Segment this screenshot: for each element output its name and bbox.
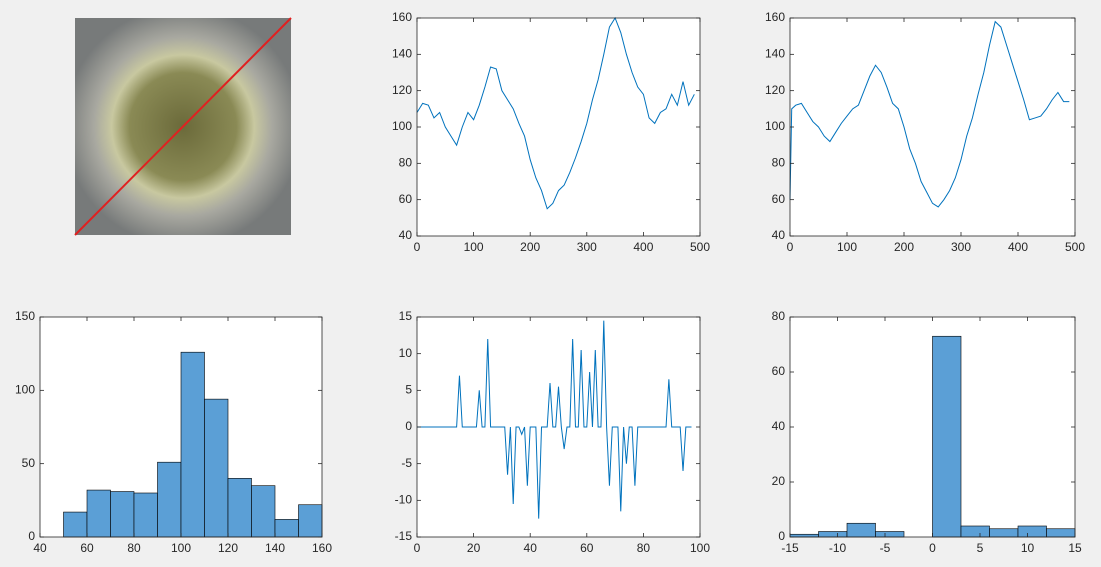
x-tick-label: 5 xyxy=(977,541,984,555)
bar xyxy=(299,505,323,537)
bar xyxy=(228,478,252,537)
figure: 0100200300400500406080100120140160010020… xyxy=(0,0,1101,567)
x-tick-label: 400 xyxy=(1008,240,1028,254)
x-tick-label: 60 xyxy=(80,541,94,555)
bar xyxy=(990,529,1019,537)
x-tick-label: 200 xyxy=(520,240,540,254)
y-tick-label: 150 xyxy=(15,309,35,323)
bar xyxy=(205,399,229,537)
y-tick-label: 0 xyxy=(405,419,412,433)
x-tick-label: 40 xyxy=(33,541,47,555)
y-tick-label: 120 xyxy=(392,83,412,97)
y-tick-label: 120 xyxy=(765,83,785,97)
x-tick-label: 200 xyxy=(894,240,914,254)
axes-background xyxy=(417,18,700,236)
y-tick-label: 100 xyxy=(392,119,412,133)
x-tick-label: 0 xyxy=(414,240,421,254)
bar xyxy=(111,492,135,537)
y-tick-label: 0 xyxy=(778,529,785,543)
y-tick-label: 15 xyxy=(399,309,413,323)
bar xyxy=(64,512,88,537)
x-tick-label: 0 xyxy=(787,240,794,254)
y-tick-label: 80 xyxy=(772,309,786,323)
bar xyxy=(275,519,299,537)
x-tick-label: -5 xyxy=(880,541,891,555)
y-tick-label: 0 xyxy=(28,529,35,543)
y-tick-label: 80 xyxy=(399,156,413,170)
bar xyxy=(876,532,905,538)
x-tick-label: 140 xyxy=(265,541,285,555)
y-tick-label: 80 xyxy=(772,156,786,170)
x-tick-label: 20 xyxy=(467,541,481,555)
x-tick-label: 100 xyxy=(837,240,857,254)
y-tick-label: 40 xyxy=(772,419,786,433)
bar xyxy=(1047,529,1076,537)
y-tick-label: -10 xyxy=(395,493,413,507)
y-tick-label: 160 xyxy=(392,10,412,24)
image-panel xyxy=(75,18,291,235)
bar xyxy=(961,526,990,537)
x-tick-label: 500 xyxy=(1065,240,1085,254)
x-tick-label: 60 xyxy=(580,541,594,555)
bar xyxy=(87,490,111,537)
x-tick-label: 100 xyxy=(171,541,191,555)
x-tick-label: 10 xyxy=(1021,541,1035,555)
x-tick-label: -10 xyxy=(829,541,847,555)
y-tick-label: 160 xyxy=(765,10,785,24)
x-tick-label: 0 xyxy=(929,541,936,555)
y-tick-label: 60 xyxy=(399,192,413,206)
bar xyxy=(252,486,276,537)
bar xyxy=(933,336,962,537)
bar xyxy=(158,462,182,537)
y-tick-label: 60 xyxy=(772,192,786,206)
y-tick-label: 40 xyxy=(399,228,413,242)
y-tick-label: 10 xyxy=(399,346,413,360)
x-tick-label: 0 xyxy=(414,541,421,555)
x-tick-label: 100 xyxy=(464,240,484,254)
bar xyxy=(181,352,205,537)
x-tick-label: 40 xyxy=(524,541,538,555)
bar xyxy=(134,493,158,537)
y-tick-label: -5 xyxy=(401,456,412,470)
bar xyxy=(819,532,848,538)
x-tick-label: 500 xyxy=(690,240,710,254)
x-tick-label: 15 xyxy=(1068,541,1082,555)
x-tick-label: 120 xyxy=(218,541,238,555)
x-tick-label: 100 xyxy=(690,541,710,555)
y-tick-label: 50 xyxy=(22,456,36,470)
y-tick-label: 100 xyxy=(765,119,785,133)
bar xyxy=(790,534,819,537)
y-tick-label: 40 xyxy=(772,228,786,242)
x-tick-label: 80 xyxy=(637,541,651,555)
y-tick-label: 140 xyxy=(765,47,785,61)
y-tick-label: 100 xyxy=(15,383,35,397)
y-tick-label: 60 xyxy=(772,364,786,378)
bar xyxy=(1018,526,1047,537)
y-tick-label: 20 xyxy=(772,474,786,488)
x-tick-label: 300 xyxy=(577,240,597,254)
x-tick-label: 300 xyxy=(951,240,971,254)
x-tick-label: 80 xyxy=(127,541,141,555)
x-tick-label: 400 xyxy=(633,240,653,254)
y-tick-label: 140 xyxy=(392,47,412,61)
y-tick-label: 5 xyxy=(405,383,412,397)
x-tick-label: -15 xyxy=(781,541,799,555)
x-tick-label: 160 xyxy=(312,541,332,555)
bar xyxy=(847,523,876,537)
y-tick-label: -15 xyxy=(395,529,413,543)
